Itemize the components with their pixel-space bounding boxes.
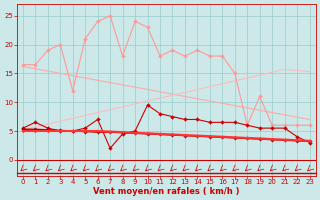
X-axis label: Vent moyen/en rafales ( km/h ): Vent moyen/en rafales ( km/h ) [93,187,239,196]
